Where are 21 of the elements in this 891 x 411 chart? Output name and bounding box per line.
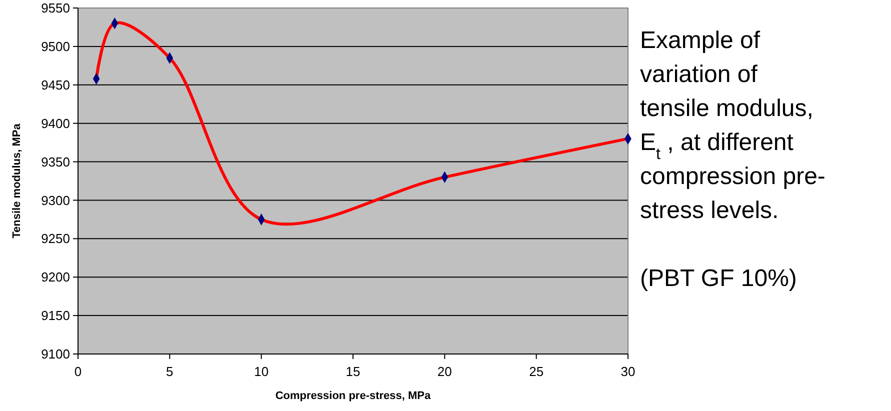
x-tick-label: 5 <box>166 364 174 379</box>
y-tick-label: 9350 <box>41 154 70 170</box>
x-tick-label: 15 <box>346 364 360 379</box>
y-tick-label: 9400 <box>41 116 70 131</box>
x-tick-label: 20 <box>437 364 452 379</box>
x-tick-label: 10 <box>254 364 269 379</box>
y-tick-label: 9450 <box>41 77 70 92</box>
text: (PBT GF 10%) <box>640 265 797 292</box>
y-tick-label: 9150 <box>41 308 70 324</box>
text: Example of variation of tensile modulus, E$_{t}$ , at different compression pre-stress levels. <box>640 27 826 224</box>
x-tick-label: 25 <box>529 364 544 379</box>
y-axis-title: Tensile modulus, MPa <box>11 122 23 238</box>
y-tick-label: 9550 <box>41 0 70 16</box>
x-axis-title: Compression pre-stress, MPa <box>275 390 432 402</box>
y-tick-label: 9300 <box>41 192 70 208</box>
y-tick-label: 9200 <box>41 270 70 285</box>
y-tick-label: 9100 <box>41 346 70 362</box>
x-tick-label: 0 <box>74 364 82 379</box>
x-tick-label: 30 <box>620 364 636 379</box>
y-tick-label: 9250 <box>41 231 70 246</box>
y-tick-label: 9500 <box>41 38 70 54</box>
